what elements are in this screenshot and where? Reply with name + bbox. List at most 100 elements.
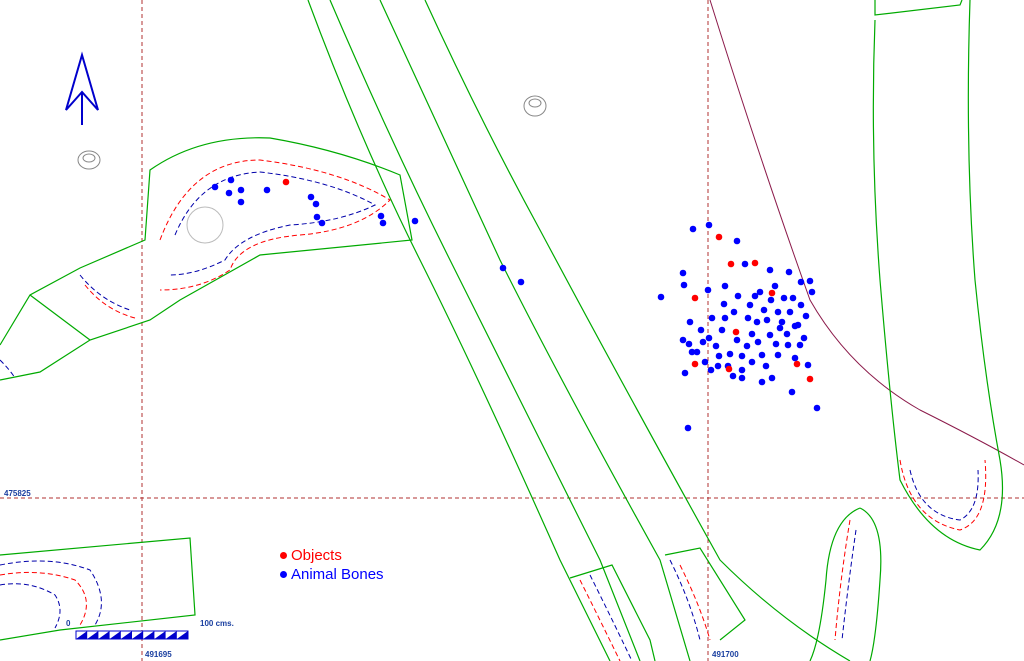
animal-bone-point bbox=[754, 338, 762, 346]
animal-bone-point bbox=[800, 334, 808, 342]
animal-bone-point bbox=[797, 301, 805, 309]
left-upper-feature bbox=[0, 137, 413, 381]
animal-bone-point bbox=[776, 324, 784, 332]
legend-item-animal-bones: Animal Bones bbox=[280, 565, 384, 584]
scale-segment bbox=[165, 631, 177, 639]
animal-bone-point bbox=[733, 336, 741, 344]
animal-bone-point bbox=[758, 378, 766, 386]
animal-bone-point bbox=[738, 374, 746, 382]
animal-bone-point bbox=[788, 388, 796, 396]
animal-bone-point bbox=[721, 314, 729, 322]
animal-bone-point bbox=[714, 362, 722, 370]
animal-bone-point bbox=[774, 308, 782, 316]
lower-middle-feature bbox=[569, 547, 746, 661]
post-hole-markers bbox=[77, 95, 547, 170]
animal-bone-point bbox=[720, 300, 728, 308]
animal-bone-point bbox=[688, 348, 696, 356]
animal-bone-point bbox=[766, 266, 774, 274]
object-point bbox=[793, 360, 801, 368]
animal-bone-point bbox=[756, 288, 764, 296]
scale-segment bbox=[98, 631, 110, 639]
animal-bone-point bbox=[733, 237, 741, 245]
animal-bone-point bbox=[753, 318, 761, 326]
easting-label-2: 491700 bbox=[712, 650, 739, 659]
animal-bone-point bbox=[789, 294, 797, 302]
animal-bone-point bbox=[797, 278, 805, 286]
animal-bone-point bbox=[693, 348, 701, 356]
animal-bone-point bbox=[768, 374, 776, 382]
lower-left-feature bbox=[0, 537, 196, 641]
legend-item-objects: Objects bbox=[280, 546, 384, 565]
animal-bone-point bbox=[748, 330, 756, 338]
animal-bone-point bbox=[721, 282, 729, 290]
animal-bone-point bbox=[763, 316, 771, 324]
animal-bone-point bbox=[681, 369, 689, 377]
object-point bbox=[727, 260, 735, 268]
animal-bone-point bbox=[263, 186, 271, 194]
objects-dot-icon bbox=[280, 552, 287, 559]
animal-bone-point bbox=[499, 264, 507, 272]
object-point bbox=[768, 289, 776, 297]
scale-segment bbox=[109, 631, 121, 639]
animal-bone-point bbox=[313, 213, 321, 221]
animal-bone-point bbox=[705, 221, 713, 229]
legend-label-objects: Objects bbox=[291, 547, 342, 564]
animal-bone-point bbox=[786, 308, 794, 316]
northing-label: 475825 bbox=[4, 489, 31, 498]
scale-segment bbox=[87, 631, 99, 639]
scale-segment bbox=[176, 631, 188, 639]
animal-bone-point bbox=[746, 301, 754, 309]
animal-bone-point bbox=[705, 334, 713, 342]
object-point bbox=[691, 294, 699, 302]
lower-middle-contours bbox=[579, 559, 711, 661]
post-hole bbox=[186, 206, 224, 244]
animal-bone-point bbox=[778, 318, 786, 326]
animal-bone-point bbox=[785, 268, 793, 276]
animal-bone-point bbox=[701, 358, 709, 366]
animal-bone-point bbox=[379, 219, 387, 227]
animal-bone-point bbox=[784, 341, 792, 349]
animal-bone-point bbox=[707, 366, 715, 374]
animal-bone-point bbox=[312, 200, 320, 208]
right-feature bbox=[809, 0, 1003, 661]
animal-bone-point bbox=[738, 352, 746, 360]
animal-bone-point bbox=[712, 342, 720, 350]
scale-segment bbox=[154, 631, 166, 639]
animal-bone-point bbox=[697, 326, 705, 334]
animal-bone-point bbox=[771, 282, 779, 290]
scale-end-label: 100 cms. bbox=[200, 619, 234, 628]
animal-bone-point bbox=[227, 176, 235, 184]
animal-bone-point bbox=[774, 351, 782, 359]
animal-bone-point bbox=[734, 292, 742, 300]
animal-bone-point bbox=[237, 186, 245, 194]
legend: Objects Animal Bones bbox=[280, 546, 384, 584]
ditch-feature bbox=[307, 0, 851, 661]
animal-bone-point bbox=[718, 326, 726, 334]
right-contours bbox=[834, 459, 987, 641]
animal-bone-point bbox=[806, 277, 814, 285]
animal-bone-point bbox=[762, 362, 770, 370]
legend-label-animal-bones: Animal Bones bbox=[291, 566, 384, 583]
north-arrow-icon bbox=[65, 51, 99, 125]
animal-bone-point bbox=[808, 288, 816, 296]
animal-bone-point bbox=[766, 331, 774, 339]
scale-segment bbox=[76, 631, 88, 639]
animal-bone-point bbox=[680, 281, 688, 289]
animal-bone-point bbox=[704, 286, 712, 294]
animal-bone-point bbox=[796, 341, 804, 349]
animal-bone-point bbox=[744, 314, 752, 322]
easting-label-1: 491695 bbox=[145, 650, 172, 659]
animal-bone-point bbox=[780, 294, 788, 302]
animal-bone-point bbox=[743, 342, 751, 350]
animal-bone-point bbox=[686, 318, 694, 326]
animal-bone-point bbox=[813, 404, 821, 412]
animal-bone-point bbox=[318, 219, 326, 227]
animal-bone-point bbox=[760, 306, 768, 314]
animal-bone-point bbox=[783, 330, 791, 338]
animal-bone-point bbox=[211, 183, 219, 191]
animal-bone-point bbox=[748, 358, 756, 366]
object-point bbox=[691, 360, 699, 368]
animal-bone-point bbox=[685, 340, 693, 348]
boundary-line bbox=[709, 0, 1024, 466]
